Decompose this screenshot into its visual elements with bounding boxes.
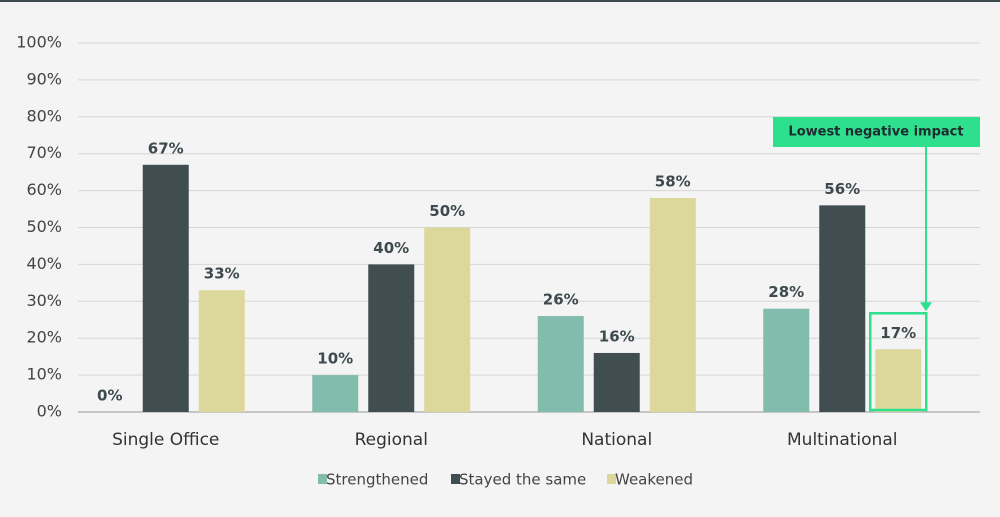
annotation-arrowhead (920, 302, 932, 312)
legend-label: Strengthened (326, 471, 428, 489)
value-label: 0% (97, 387, 122, 405)
y-tick-label: 50% (26, 217, 62, 236)
x-tick-label: National (581, 430, 652, 450)
bar (424, 227, 471, 412)
x-tick-label: Multinational (787, 430, 897, 450)
value-label: 40% (373, 239, 409, 257)
value-label: 17% (880, 324, 916, 342)
bar (763, 308, 810, 412)
value-label: 10% (317, 350, 353, 368)
y-tick-label: 20% (26, 328, 62, 347)
bar (142, 164, 189, 412)
y-tick-label: 90% (26, 69, 62, 88)
bar (649, 197, 696, 412)
top-border (0, 0, 1000, 2)
x-tick-label: Regional (355, 430, 428, 450)
y-tick-label: 100% (16, 33, 62, 52)
y-tick-label: 80% (26, 106, 62, 125)
y-tick-label: 10% (26, 365, 62, 384)
value-label: 28% (768, 283, 804, 301)
value-label: 56% (824, 180, 860, 198)
y-tick-label: 30% (26, 291, 62, 310)
highlight-box (869, 312, 928, 412)
bar (368, 264, 415, 412)
value-label: 50% (429, 202, 465, 220)
annotation-text: Lowest negative impact (788, 125, 963, 140)
value-label: 33% (204, 265, 240, 283)
y-tick-label: 60% (26, 180, 62, 199)
legend-swatch (607, 474, 616, 484)
x-tick-label: Single Office (112, 430, 219, 450)
value-label: 26% (543, 291, 579, 309)
bar (312, 375, 359, 412)
legend-swatch (451, 474, 460, 484)
bar (198, 290, 245, 412)
y-tick-label: 0% (37, 402, 62, 421)
bar (875, 349, 922, 412)
legend-swatch (318, 474, 327, 484)
value-label: 58% (655, 172, 691, 190)
annotation-box (773, 117, 980, 147)
y-tick-label: 70% (26, 143, 62, 162)
value-label: 67% (148, 139, 184, 157)
bar (819, 205, 866, 412)
y-tick-label: 40% (26, 254, 62, 273)
value-label: 16% (599, 327, 635, 345)
bar (537, 316, 584, 412)
legend-label: Weakened (615, 471, 693, 489)
bar (593, 352, 640, 412)
legend-label: Stayed the same (459, 471, 586, 489)
